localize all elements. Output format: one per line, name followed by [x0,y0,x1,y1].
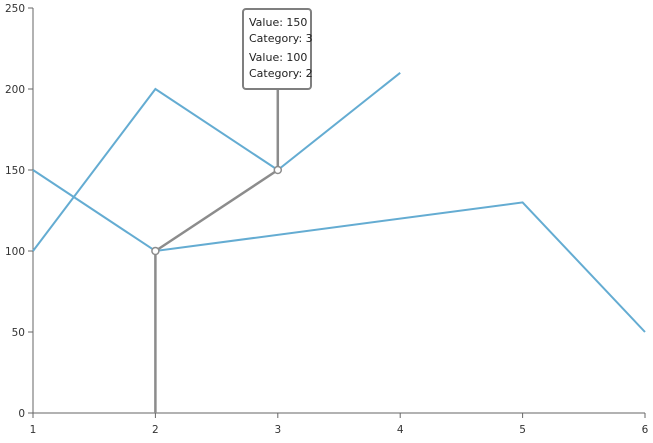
x-tick-label: 1 [30,424,37,436]
highlight-path [154,90,280,413]
y-tick-label: 0 [18,408,25,420]
point-markers [151,165,283,256]
highlight-point [151,246,160,256]
tooltip: Value: 150 Category: 3 Value: 100 Catego… [242,8,313,90]
x-tick-label: 2 [152,424,159,436]
series-line-2 [32,169,646,333]
tooltip-category: Category: 2 [249,67,313,80]
highlight-point [273,165,283,175]
x-tick-label: 6 [642,424,649,436]
axes: 0 50 100 150 200 250 1 2 3 4 5 6 [5,3,649,436]
y-tick-label: 250 [5,3,25,15]
highlight-line [154,90,280,413]
series-line-1 [32,72,401,252]
y-tick-label: 200 [5,84,25,96]
tooltip-value: Value: 100 [249,51,308,64]
tooltip-value: Value: 150 [249,16,308,29]
series-lines [32,72,646,333]
x-tick-label: 3 [274,424,281,436]
y-tick-label: 150 [5,165,25,177]
x-tick-label: 5 [519,424,526,436]
tooltip-category: Category: 3 [249,32,313,45]
x-tick-label: 4 [397,424,404,436]
tooltip-entry: Value: 150 Category: 3 [249,15,313,47]
y-tick-label: 50 [12,327,25,339]
y-tick-label: 100 [5,246,25,258]
tooltip-entry: Value: 100 Category: 2 [249,50,313,82]
